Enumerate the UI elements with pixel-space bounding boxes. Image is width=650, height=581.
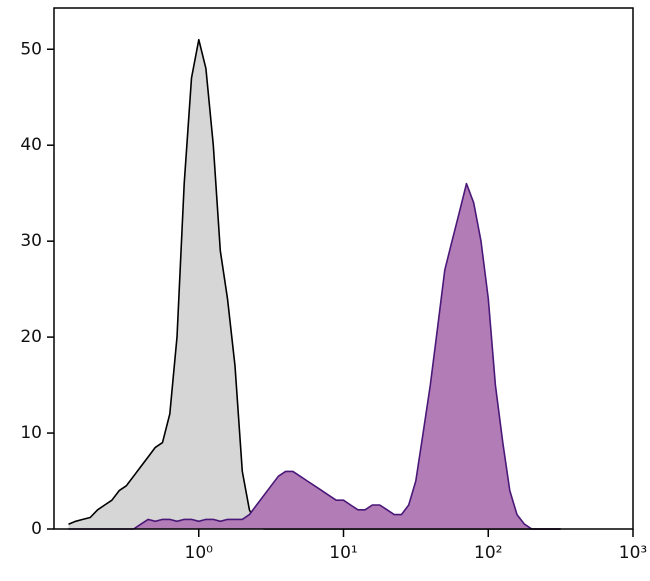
y-tick-label: 20 <box>20 327 42 347</box>
histogram-area <box>68 183 561 529</box>
x-tick-label: 10¹ <box>329 543 357 563</box>
y-tick-label: 10 <box>20 423 42 443</box>
y-tick-label: 0 <box>31 519 42 539</box>
x-tick-label: 10² <box>474 543 502 563</box>
plot-frame <box>53 7 634 530</box>
y-tick-label: 50 <box>20 39 42 59</box>
y-tick-label: 40 <box>20 135 42 155</box>
histogram-line <box>68 182 561 530</box>
histogram-area <box>68 39 561 529</box>
x-tick-label: 10³ <box>619 543 647 563</box>
x-tick-label: 10⁰ <box>185 543 214 563</box>
y-tick-label: 30 <box>20 231 42 251</box>
